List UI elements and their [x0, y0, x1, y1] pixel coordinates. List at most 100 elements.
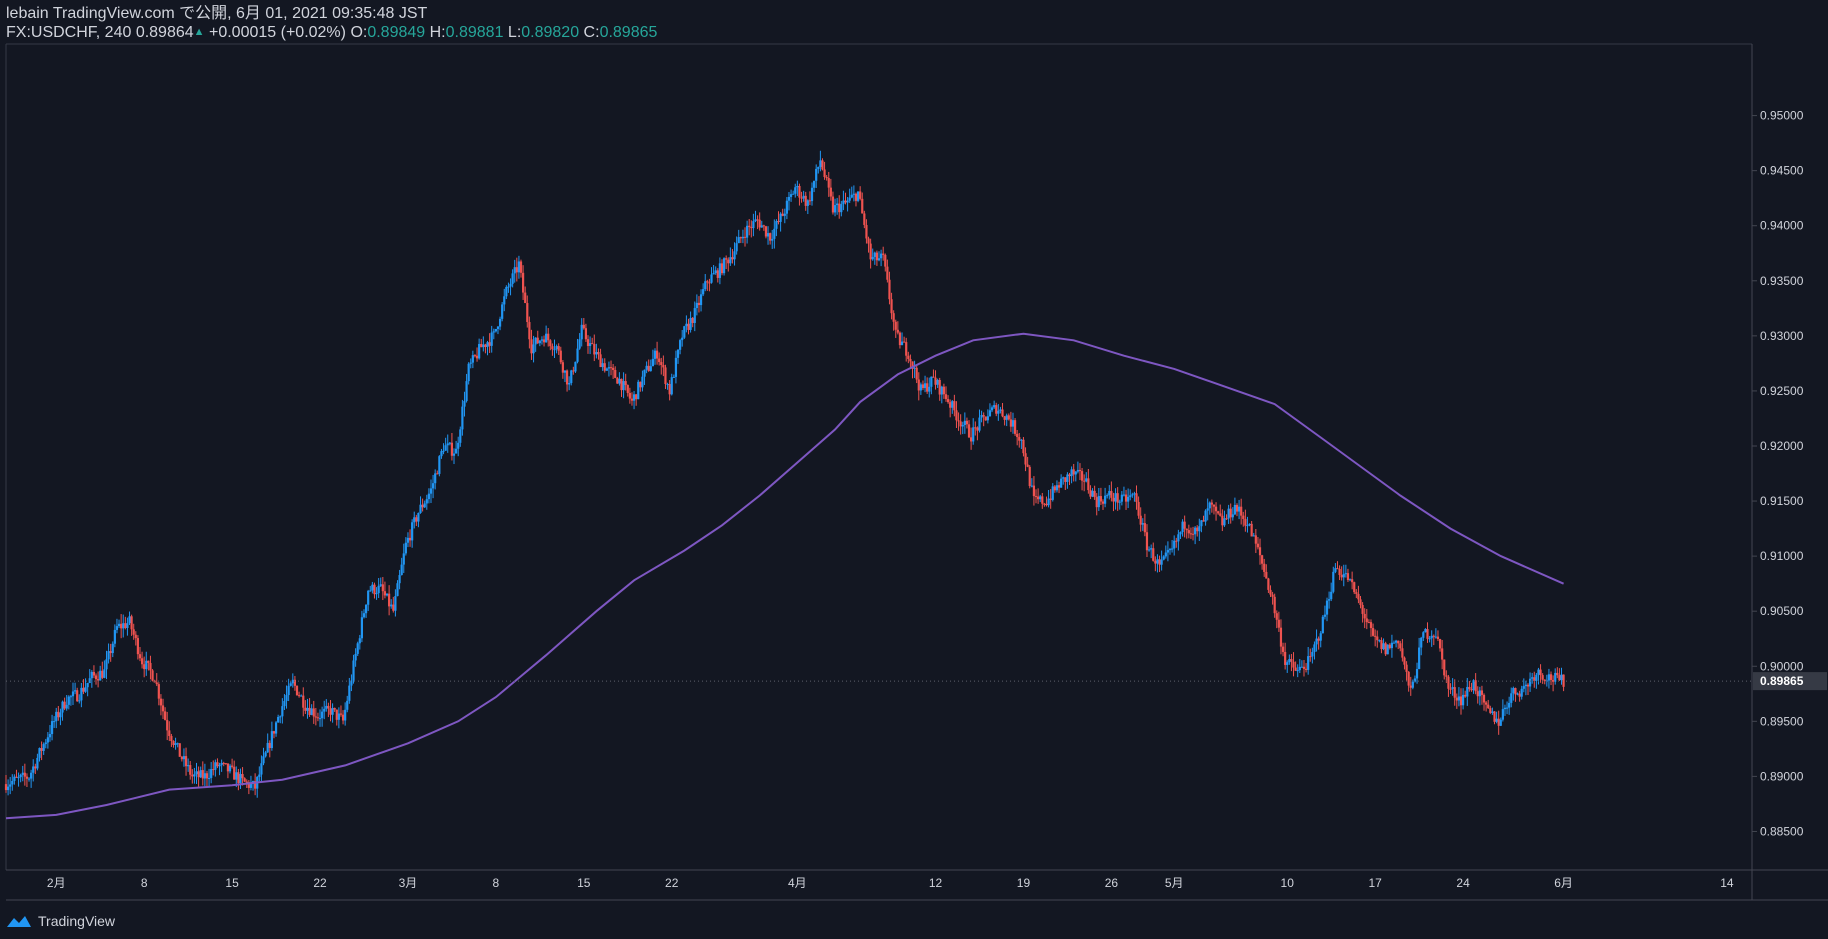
candle-body	[1281, 646, 1285, 652]
candle	[205, 770, 209, 787]
candle-body	[1522, 686, 1525, 689]
candle	[999, 406, 1002, 414]
candle	[978, 409, 981, 433]
candle-body	[111, 643, 114, 654]
candle	[645, 361, 648, 374]
candle	[794, 183, 797, 198]
candle	[99, 665, 102, 681]
candle	[741, 229, 745, 244]
candle-body	[879, 253, 883, 259]
candle-body	[679, 340, 682, 350]
candle-body	[731, 257, 734, 260]
candle	[122, 614, 125, 638]
candle	[1369, 619, 1373, 637]
candle	[1520, 685, 1523, 700]
candle	[1315, 629, 1318, 652]
candle-body	[951, 401, 954, 408]
candle-body	[1426, 629, 1429, 639]
candle	[1244, 509, 1247, 532]
candle-body	[300, 695, 303, 697]
candle	[157, 682, 160, 706]
candle-body	[614, 369, 617, 378]
candle	[1028, 465, 1031, 489]
candle-body	[821, 160, 824, 170]
candle	[967, 420, 971, 439]
time-axis[interactable]: 2月 8 15 22 3月 8 15 22 4月 12 19 26 5月 10 17 24 6月 14	[47, 876, 1734, 890]
candle-body	[1315, 638, 1318, 645]
candle	[622, 372, 625, 399]
candle-body	[1229, 508, 1232, 518]
candle	[199, 766, 202, 778]
candle	[597, 348, 600, 360]
candle	[80, 682, 83, 708]
candle	[191, 769, 194, 784]
candle-body	[1112, 497, 1115, 502]
candle	[138, 646, 142, 662]
candle-body	[783, 213, 786, 216]
candle	[1225, 514, 1228, 520]
candle-body	[959, 421, 962, 427]
candle-body	[825, 177, 828, 179]
candle-body	[630, 398, 634, 401]
candle	[1359, 596, 1362, 609]
candle	[40, 741, 43, 761]
candle	[1221, 509, 1224, 532]
candle	[425, 494, 428, 510]
candle	[82, 679, 85, 695]
candle-body	[1139, 515, 1142, 525]
candle	[559, 346, 562, 365]
candle-body	[266, 742, 269, 753]
candle-body	[50, 721, 54, 735]
candle	[643, 369, 646, 385]
candle	[1210, 499, 1213, 513]
candle-body	[434, 473, 437, 484]
candle-body	[1143, 523, 1146, 533]
candle	[699, 289, 703, 312]
candle-body	[970, 437, 973, 442]
candle-body	[946, 399, 950, 403]
candle	[1524, 680, 1527, 696]
candle-body	[785, 200, 788, 214]
candle	[1018, 432, 1021, 448]
candle	[1166, 541, 1170, 562]
candle-body	[1127, 496, 1130, 502]
candle	[1380, 637, 1383, 654]
candle	[55, 707, 58, 729]
candle	[1147, 546, 1151, 552]
candle	[1556, 667, 1559, 679]
candle	[1187, 524, 1190, 539]
candle-body	[218, 765, 221, 767]
candle	[1078, 463, 1082, 481]
candle-body	[1514, 688, 1517, 695]
candle-body	[540, 339, 544, 341]
candle	[733, 242, 736, 266]
candle	[1304, 663, 1308, 673]
candle-body	[419, 504, 422, 513]
candle	[23, 763, 26, 786]
candle	[817, 166, 820, 174]
candle-body	[1357, 593, 1360, 600]
candle-body	[733, 251, 736, 260]
candle	[488, 333, 491, 353]
candle-body	[377, 585, 380, 594]
candle-body	[1466, 686, 1469, 697]
candle	[1480, 685, 1484, 705]
candle	[1273, 593, 1276, 618]
candle-body	[268, 742, 271, 749]
candle-body	[1348, 579, 1352, 581]
candle	[806, 199, 809, 215]
candle	[262, 747, 265, 766]
candle-body	[800, 197, 803, 199]
candle	[1060, 474, 1063, 488]
candle	[356, 641, 359, 656]
candle-body	[94, 675, 98, 680]
price-axis[interactable]: 0.885000.890000.895000.900000.905000.910…	[6, 109, 1827, 839]
candle-body	[1539, 669, 1542, 676]
candle-body	[496, 326, 500, 329]
candle	[1495, 711, 1498, 724]
candle	[117, 619, 121, 629]
price-tick-label: 0.88500	[1760, 824, 1804, 838]
candle-body	[840, 204, 843, 213]
candle	[1401, 639, 1404, 662]
